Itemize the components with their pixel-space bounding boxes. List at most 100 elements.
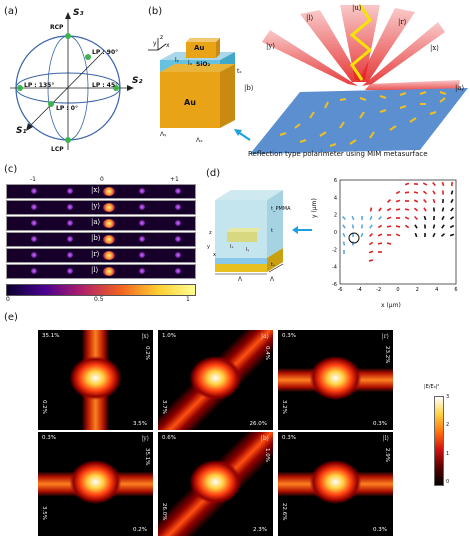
nanostructure-marker <box>414 215 418 221</box>
lambda-1-label: Λ <box>238 276 243 283</box>
panel-c-label: (c) <box>4 164 18 175</box>
nanostructure-marker <box>440 233 446 237</box>
diffraction-spot <box>31 220 37 226</box>
d-xtick: -2 <box>376 287 381 293</box>
diffraction-spot <box>175 204 181 210</box>
order-0-label: 0 <box>100 176 104 183</box>
strip-row-label: |y⟩ <box>91 202 101 210</box>
nanostructure-marker <box>404 200 410 202</box>
panel-b-caption: Reflection type polarimeter using MIM me… <box>248 150 428 158</box>
nanostructure-marker <box>422 182 428 186</box>
e-cbar-tick-3: 3 <box>446 394 450 400</box>
diffraction-spot <box>67 268 73 274</box>
tile-percentage-br: 0.3% <box>373 527 387 533</box>
d-xtick: 2 <box>416 287 419 293</box>
nanostructure-marker <box>413 199 419 203</box>
nanostructure-marker <box>449 233 455 237</box>
diffraction-strip: |r⟩ <box>6 248 196 263</box>
cbar-tick-0: 0 <box>6 296 10 303</box>
nanostructure-marker <box>386 225 392 228</box>
lambda-2-label: Λ <box>270 276 275 283</box>
e-cbar-tick-2: 2 <box>446 422 450 428</box>
tile-percentage-tl: 0.3% <box>282 435 296 441</box>
nanostructure-marker <box>386 207 392 212</box>
nanostructure-marker <box>351 224 355 229</box>
d-ytick: 6 <box>334 178 337 184</box>
diffraction-spot <box>175 188 181 194</box>
strip-row-label: |x⟩ <box>91 186 101 194</box>
d-axis-z: z <box>209 230 212 236</box>
nanostructure-marker <box>424 232 426 238</box>
nanostructure-marker <box>450 190 454 195</box>
diffraction-spot <box>175 236 181 242</box>
nanostructure-marker <box>423 224 427 229</box>
strip-row-label: |l⟩ <box>91 266 99 274</box>
s3-axis-label: S₃ <box>73 8 84 18</box>
nanostructure-marker <box>450 198 454 204</box>
d-ts-label: tₛ <box>271 262 275 268</box>
diffraction-spot <box>67 220 73 226</box>
tile-percentage-tl: 1.0% <box>162 333 176 339</box>
nanostructure-marker <box>441 224 445 229</box>
nanostructure-marker <box>395 190 401 195</box>
tile-percentage-tr: 23.2% <box>384 346 390 364</box>
ket-l-label: |l⟩ <box>306 14 314 22</box>
nanostructure-marker <box>404 182 410 186</box>
tile-percentage-br: 26.0% <box>249 421 267 427</box>
d-axis-y: y <box>207 244 210 250</box>
nanostructure-marker <box>432 207 436 212</box>
sio2-label: SiO₂ <box>196 61 211 68</box>
tile-percentage-br: 0.3% <box>373 421 387 427</box>
diffraction-spot <box>103 203 115 212</box>
axis-z-label: z <box>160 34 164 41</box>
nanostructure-marker <box>386 242 392 245</box>
nanostructure-marker <box>395 208 401 211</box>
nanostructure-marker <box>361 216 363 220</box>
diffraction-strip: |b⟩ <box>6 232 196 247</box>
tile-percentage-bl: 3.2% <box>281 400 287 414</box>
order-minus1-label: -1 <box>30 176 36 183</box>
d-lx-label: lₓ <box>230 244 234 250</box>
diffraction-strip: |a⟩ <box>6 216 196 231</box>
tile-percentage-br: 0.2% <box>133 527 147 533</box>
field-map-tile: 0.6% 1.0% 26.0% 2.3% |b⟩ <box>158 432 273 536</box>
diffraction-spot <box>139 236 145 242</box>
tile-state-label: |y⟩ <box>141 435 149 442</box>
strip-row-label: |r⟩ <box>91 250 100 258</box>
au-bottom-label: Au <box>184 98 196 107</box>
nanostructure-marker <box>377 233 383 237</box>
lambda-x-label: Λₓ <box>196 137 203 144</box>
nanostructure-marker <box>441 181 445 187</box>
ket-b-label: |b⟩ <box>244 84 254 92</box>
e-cbar-tick-0: 0 <box>446 479 450 485</box>
nanostructure-marker <box>369 207 373 212</box>
panel-b-label: (b) <box>148 6 163 17</box>
nanostructure-marker <box>449 216 455 220</box>
nanostructure-marker <box>449 224 455 229</box>
lp90-label: LP : 90° <box>92 49 119 56</box>
ket-a-label: |a⟩ <box>455 84 465 92</box>
diffraction-spot <box>103 267 115 276</box>
tile-state-label: |r⟩ <box>381 333 389 340</box>
d-xtick: 4 <box>435 287 438 293</box>
tile-percentage-tr: 2.9% <box>384 448 390 462</box>
diffraction-spot <box>103 219 115 228</box>
nanostructure-marker <box>414 232 418 238</box>
pmma-unit-cell <box>215 190 284 275</box>
nanostructure-marker <box>423 198 427 204</box>
nanostructure-marker <box>442 198 444 204</box>
diffraction-spot <box>175 220 181 226</box>
lp45-label: LP : 45° <box>92 82 119 89</box>
nanostructure-marker <box>342 216 346 220</box>
t-label: t <box>271 228 273 234</box>
tile-state-label: |b⟩ <box>260 435 269 442</box>
nanostructure-marker <box>386 216 392 220</box>
nanostructure-marker <box>386 199 392 203</box>
d-ytick: -2 <box>332 247 337 253</box>
tile-percentage-tl: 0.3% <box>42 435 56 441</box>
tile-percentage-br: 2.3% <box>253 527 267 533</box>
d-ytick: -4 <box>332 265 337 271</box>
tile-percentage-tl: 35.1% <box>42 333 60 339</box>
field-map-tile: 1.0% 0.4% 3.7% 26.0% |a⟩ <box>158 330 273 430</box>
nanostructure-marker <box>432 232 436 238</box>
